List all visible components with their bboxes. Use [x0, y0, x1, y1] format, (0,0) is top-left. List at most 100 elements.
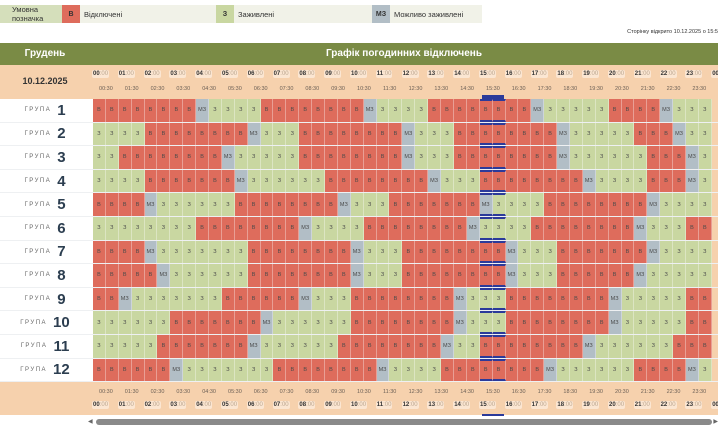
slot-cell: З [569, 358, 583, 382]
hour-label: 06:00 [246, 70, 264, 78]
minute-suffix: :00 [486, 402, 496, 408]
slot-cell: З [685, 193, 699, 216]
hour-value: 13 [428, 402, 436, 408]
slot-cell: З [273, 169, 287, 193]
slot-cell: В [518, 358, 532, 382]
row-end-pad [712, 240, 718, 264]
slot-cell: В [492, 264, 506, 287]
slot-cell: В [93, 358, 106, 382]
slot-cell: МЗ [608, 311, 622, 334]
slot-cell: В [350, 287, 364, 311]
slot-cell: З [531, 193, 545, 216]
current-time-marker-bottom [482, 414, 504, 416]
group-number: 7 [57, 243, 66, 261]
slot-cell: В [531, 311, 545, 334]
slot-cell: МЗ [557, 146, 570, 169]
slot-cell: В [299, 99, 313, 122]
hour-value: 00 [93, 402, 100, 408]
slot-cell: З [325, 334, 338, 358]
hour-label: 22:00 [659, 401, 677, 409]
slot-cell: В [183, 334, 197, 358]
slot-cell: З [608, 169, 622, 193]
half-hour-label: 04:30 [202, 389, 216, 395]
slot-cell: В [634, 99, 648, 122]
hour-value: 23 [686, 402, 694, 408]
minute-suffix: :00 [254, 402, 263, 408]
slot-cell: З [673, 216, 686, 240]
slot-cell: З [260, 358, 274, 382]
slot-cell: З [685, 240, 699, 264]
slot-cell: В [144, 264, 158, 287]
slot-cell: В [273, 240, 287, 264]
half-hour-label: 03:30 [176, 389, 191, 395]
hour-value: 16 [505, 402, 513, 408]
slot-cell: В [170, 311, 184, 334]
minute-suffix: :00 [693, 402, 702, 408]
group-row: ГРУПА 9 В В МЗ З З З З З З З В В В В В В МЗ З З З В В В В В В В В МЗ З З… [0, 287, 718, 312]
hour-label: 00:00 [711, 401, 718, 409]
group-cells: В В В В В В МЗ З З З З З З З В В В В В В В В МЗ З З З З В В В В В В В В МЗ З… [93, 358, 712, 382]
slot-cell: В [557, 334, 570, 358]
slot-cell: В [453, 240, 467, 264]
slot-cell: В [544, 334, 558, 358]
slot-cell: В [376, 146, 390, 169]
slot-cell: В [569, 240, 583, 264]
slot-cell: З [698, 240, 712, 264]
slot-cell: З [441, 169, 454, 193]
slot-cell: З [582, 146, 596, 169]
scrollbar-thumb[interactable] [96, 419, 712, 425]
slot-cell: В [441, 287, 454, 311]
hour-label: 06:00 [246, 401, 264, 409]
half-hour-label: 22:30 [666, 86, 681, 92]
slot-cell: З [389, 99, 403, 122]
group-row: ГРУПА 3 З З В В В В В В В В МЗ З З З З З В В В В В В В В МЗ З З З В В В В… [0, 146, 718, 170]
slot-cell: З [131, 334, 145, 358]
half-hour-label: 03:30 [176, 86, 191, 92]
slot-cell: З [105, 122, 119, 146]
slot-cell: В [337, 264, 351, 287]
slot-cell: З [157, 240, 171, 264]
slot-cell: В [286, 240, 300, 264]
slot-cell: В [350, 169, 364, 193]
slot-cell: З [363, 240, 377, 264]
slot-cell: В [337, 99, 351, 122]
slot-cell: МЗ [647, 193, 661, 216]
group-label: ГРУПА 2 [0, 123, 90, 146]
slot-cell: В [647, 146, 661, 169]
group-label: ГРУПА 9 [0, 288, 90, 311]
slot-cell: МЗ [634, 264, 648, 287]
half-hour-label: 14:30 [460, 389, 474, 395]
group-number: 10 [53, 314, 70, 332]
slot-cell: З [531, 240, 545, 264]
slot-cell: В [415, 311, 429, 334]
slot-cell: В [582, 264, 596, 287]
hour-value: 00 [712, 71, 718, 77]
minute-suffix: :00 [177, 71, 186, 77]
hour-label: 04:00 [195, 70, 213, 78]
slot-cell: З [466, 169, 480, 193]
hour-label: 20:00 [608, 70, 626, 78]
slot-cell: МЗ [247, 122, 261, 146]
slot-cell: В [557, 264, 570, 287]
half-hour-label: 23:30 [692, 389, 707, 395]
slot-cell: З [698, 146, 712, 169]
hour-value: 07 [273, 402, 281, 408]
slot-cell: З [157, 311, 171, 334]
slot-cell: В [196, 169, 210, 193]
hour-value: 15 [480, 71, 487, 77]
slot-cell: З [685, 99, 699, 122]
slot-cell: МЗ [544, 358, 558, 382]
horizontal-scrollbar[interactable]: ◀ ▶ [88, 418, 718, 426]
scroll-left-arrow-icon[interactable]: ◀ [88, 419, 93, 425]
scroll-right-arrow-icon[interactable]: ▶ [713, 419, 718, 425]
group-cells: З З З З З З З З В В В В В В В В МЗ З З З З В В В В В В В В МЗ З З З З В В В В… [93, 216, 712, 240]
slot-cell: З [299, 311, 313, 334]
slot-cell: В [441, 311, 454, 334]
slot-cell: В [131, 99, 145, 122]
slot-cell: З [595, 146, 609, 169]
group-label: ГРУПА 10 [0, 311, 90, 334]
month-label: Грудень [24, 48, 66, 59]
half-hour-label: 12:30 [408, 86, 423, 92]
half-hour-label: 16:30 [511, 389, 526, 395]
slot-cell: В [105, 240, 119, 264]
